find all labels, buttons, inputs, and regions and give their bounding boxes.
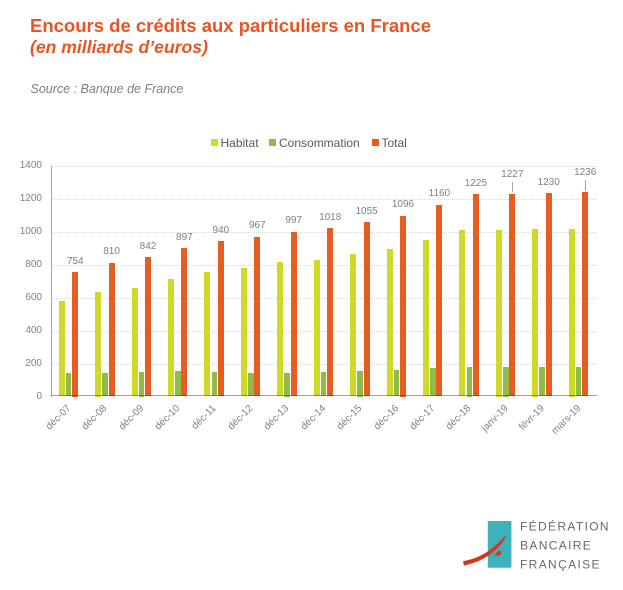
svg-text:FRANÇAISE: FRANÇAISE [520,558,601,572]
svg-text:BANCAIRE: BANCAIRE [520,539,592,553]
svg-text:FÉDÉRATION: FÉDÉRATION [520,518,610,533]
